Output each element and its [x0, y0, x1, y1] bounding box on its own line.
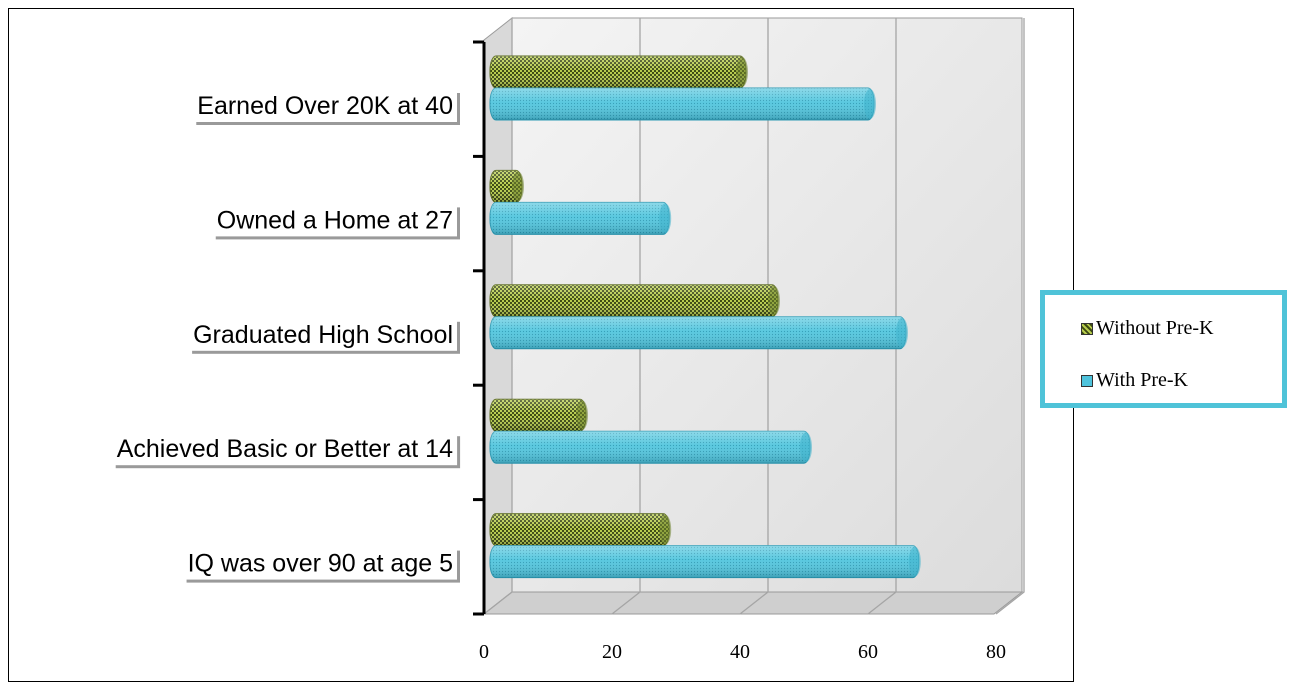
legend-swatch-with-pre-k [1081, 374, 1093, 387]
category-label: Earned Over 20K at 40 [197, 92, 453, 120]
bar-with-pre-k-owned-a-home-at-27 [489, 201, 672, 235]
x-tick-label: 60 [858, 641, 878, 663]
legend-label-with-pre-k: With Pre-K [1096, 369, 1188, 391]
bar-with-pre-k-owned-a-home-at-27-cap [659, 203, 672, 234]
x-tick-label: 40 [730, 641, 750, 663]
bar-without-pre-k-earned-over-20k-at-40 [489, 55, 748, 89]
bar-with-pre-k-earned-over-20k-at-40-cap [864, 89, 876, 119]
bar-with-pre-k-earned-over-20k-at-40 [489, 87, 876, 121]
bar-without-pre-k-graduated-high-school-shading [490, 284, 778, 317]
bar-with-pre-k-graduated-high-school-cap [896, 317, 908, 348]
bar-without-pre-k-achieved-basic-or-better-at-14-cap [576, 400, 588, 431]
bar-with-pre-k-iq-was-over-90-at-age-5-shading [490, 545, 919, 578]
category-label: IQ was over 90 at age 5 [188, 550, 453, 578]
legend-label-without-pre-k: Without Pre-K [1096, 317, 1214, 339]
gridline [995, 18, 1025, 615]
bars [489, 55, 921, 579]
legend: Without Pre-K With Pre-K [1040, 290, 1287, 408]
x-tick-label: 0 [479, 641, 489, 663]
category-label-box [112, 433, 458, 466]
category-label-box [183, 547, 457, 580]
bar-with-pre-k-graduated-high-school-shading [490, 316, 906, 349]
category-label: Achieved Basic or Better at 14 [117, 435, 453, 463]
category-label: Owned a Home at 27 [217, 206, 453, 234]
x-tick-label: 20 [602, 641, 622, 663]
bar-without-pre-k-graduated-high-school-cap [768, 285, 780, 316]
bar-with-pre-k-achieved-basic-or-better-at-14-shading [490, 431, 810, 464]
gridline [739, 18, 769, 615]
legend-item-without-pre-k: Without Pre-K [1081, 317, 1214, 340]
bar-without-pre-k-owned-a-home-at-27 [489, 169, 524, 203]
bar-with-pre-k-iq-was-over-90-at-age-5-cap [908, 546, 921, 577]
bar-with-pre-k-achieved-basic-or-better-at-14-cap [800, 432, 812, 463]
bar-with-pre-k-graduated-high-school [489, 316, 908, 350]
bar-with-pre-k-earned-over-20k-at-40-shading [490, 88, 874, 120]
legend-item-with-pre-k: With Pre-K [1081, 369, 1188, 392]
bar-without-pre-k-earned-over-20k-at-40-shading [490, 56, 746, 88]
bar-without-pre-k-owned-a-home-at-27-cap [512, 171, 524, 202]
bar-with-pre-k-owned-a-home-at-27-shading [490, 202, 670, 235]
bar-without-pre-k-iq-was-over-90-at-age-5 [489, 513, 672, 547]
category-labels: Earned Over 20K at 40 Owned a Home at 27 G… [112, 90, 461, 583]
bar-with-pre-k-iq-was-over-90-at-age-5 [489, 545, 921, 579]
category-label-box [193, 90, 457, 122]
category-label: Graduated High School [193, 321, 453, 349]
bar-with-pre-k-achieved-basic-or-better-at-14 [489, 430, 812, 464]
category-label-box [189, 318, 457, 351]
y-axis-ticks [473, 40, 484, 616]
x-tick-label: 80 [986, 641, 1006, 663]
bar-without-pre-k-achieved-basic-or-better-at-14 [489, 398, 588, 432]
bar-without-pre-k-iq-was-over-90-at-age-5-cap [659, 514, 672, 545]
legend-swatch-without-pre-k [1081, 322, 1093, 335]
bar-without-pre-k-graduated-high-school [489, 284, 780, 318]
bar-without-pre-k-earned-over-20k-at-40-cap [736, 57, 748, 87]
x-axis-ticks: 0 20 40 60 80 [479, 641, 1006, 663]
bar-without-pre-k-iq-was-over-90-at-age-5-shading [490, 513, 670, 546]
bar-without-pre-k-achieved-basic-or-better-at-14-shading [490, 399, 586, 432]
category-label-box [212, 204, 457, 237]
gridline [867, 18, 897, 615]
